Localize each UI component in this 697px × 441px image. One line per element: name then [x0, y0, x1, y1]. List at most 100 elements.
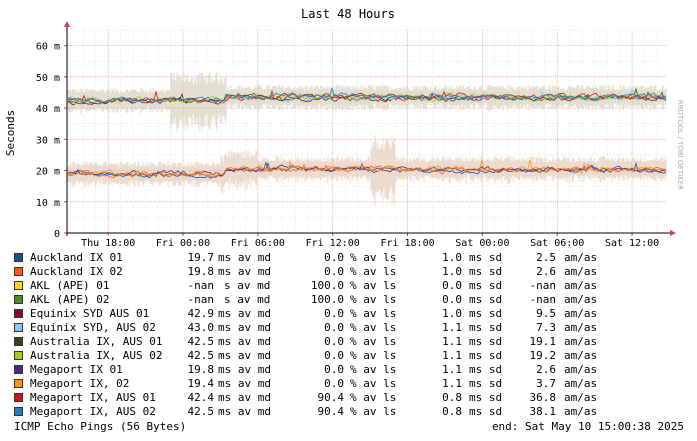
legend-swatch — [14, 323, 23, 332]
rrdtool-credit-text: RRDTOOL / TOBI OETIKER — [676, 99, 684, 191]
legend-median-unit: ms av md — [218, 307, 271, 320]
legend-median: 19.4 — [187, 377, 215, 390]
legend-swatch — [14, 309, 23, 318]
x-tick-label: Sat 00:00 — [455, 238, 509, 249]
legend-loss-unit: % av ls — [350, 251, 397, 264]
legend-loss: 100.0 — [310, 279, 344, 292]
legend-median: -nan — [187, 293, 215, 306]
x-tick-label: Thu 18:00 — [81, 238, 135, 249]
legend-loss: 0.0 — [324, 377, 344, 390]
legend-median: 42.5 — [187, 349, 215, 362]
legend-median: 43.0 — [187, 321, 215, 334]
legend-stddev: 1.1 — [442, 363, 462, 376]
legend-median: 42.5 — [187, 335, 215, 348]
legend-am-unit: am/as — [564, 405, 598, 418]
legend-loss-unit: % av ls — [350, 349, 397, 362]
legend-stddev-unit: ms sd — [469, 293, 503, 306]
legend-am: 7.3 — [536, 321, 556, 334]
x-tick-label: Sat 06:00 — [530, 238, 584, 249]
legend-swatch — [14, 253, 23, 262]
legend-median-unit: ms av md — [218, 265, 271, 278]
legend-series-name: AKL (APE) 01 — [30, 279, 110, 292]
legend-median-unit: ms av md — [218, 391, 271, 404]
y-tick-labels: 0 10 m 20 m 30 m 40 m 50 m 60 m — [36, 42, 60, 240]
legend-swatch — [14, 393, 23, 402]
legend-stddev: 1.1 — [442, 321, 462, 334]
legend-am-unit: am/as — [564, 363, 598, 376]
legend-am-unit: am/as — [564, 349, 598, 362]
legend-series-name: Equinix SYD, AUS 02 — [30, 321, 156, 334]
legend-median-unit: ms av md — [218, 363, 271, 376]
legend-stddev-unit: ms sd — [469, 335, 503, 348]
legend-loss: 0.0 — [324, 307, 344, 320]
legend-stddev-unit: ms sd — [469, 279, 503, 292]
legend-loss: 0.0 — [324, 251, 344, 264]
legend-stddev-unit: ms sd — [469, 321, 503, 334]
y-tick-label: 10 m — [36, 198, 60, 209]
legend-median-unit: ms av md — [218, 321, 271, 334]
legend-loss: 0.0 — [324, 321, 344, 334]
legend-am-unit: am/as — [564, 335, 598, 348]
legend-loss-unit: % av ls — [350, 321, 397, 334]
legend-swatch — [14, 281, 23, 290]
legend-stddev-unit: ms sd — [469, 265, 503, 278]
legend-am: 38.1 — [529, 405, 557, 418]
legend-series-name: AKL (APE) 02 — [30, 293, 110, 306]
legend-median: 19.8 — [187, 265, 215, 278]
legend: Auckland IX 01 19.7 ms av md 0.0% av ls 1.0 m… — [14, 251, 684, 419]
legend-am-unit: am/as — [564, 251, 598, 264]
x-axis-arrow — [670, 230, 676, 236]
legend-am: 2.6 — [536, 363, 556, 376]
legend-am: 3.7 — [536, 377, 556, 390]
legend-am-unit: am/as — [564, 391, 598, 404]
legend-median-unit: ms av md — [218, 377, 271, 390]
legend-median-unit: s av md — [224, 279, 271, 292]
legend-loss: 100.0 — [310, 293, 344, 306]
x-tick-label: Fri 12:00 — [306, 238, 360, 249]
legend-series-name: Auckland IX 02 — [30, 265, 123, 278]
legend-loss: 90.4 — [317, 405, 345, 418]
legend-stddev: 1.1 — [442, 349, 462, 362]
legend-stddev-unit: ms sd — [469, 349, 503, 362]
legend-row: Auckland IX 02 19.8 ms av md 0.0 % av ls 1.0 m… — [14, 265, 684, 279]
legend-stddev: 1.1 — [442, 335, 462, 348]
legend-row: Australia IX, AUS 01 42.5 ms av md 0.0 % av … — [14, 335, 684, 349]
legend-stddev: 0.0 — [442, 279, 462, 292]
x-tick-label: Sat 12:00 — [605, 238, 659, 249]
y-tick-label: 60 m — [36, 42, 60, 53]
legend-swatch — [14, 295, 23, 304]
y-tick-label: 0 — [54, 229, 60, 240]
series-line — [67, 87, 667, 103]
legend-series-name: Megaport IX 01 — [30, 363, 123, 376]
legend-loss-unit: % av ls — [350, 377, 397, 390]
legend-row: Megaport IX, AUS 02 42.5 ms av md 90.4 % av … — [14, 405, 684, 419]
legend-stddev: 1.1 — [442, 377, 462, 390]
legend-series-name: Megaport IX, AUS 01 — [30, 391, 156, 404]
legend-series-name: Equinix SYD AUS 01 — [30, 307, 150, 320]
y-tick-label: 30 m — [36, 135, 60, 146]
legend-median-unit: ms av md — [218, 405, 271, 418]
legend-stddev: 0.0 — [442, 293, 462, 306]
legend-median: -nan — [187, 279, 215, 292]
legend-row: Megaport IX, AUS 01 42.4 ms av md 90.4 % av … — [14, 391, 684, 405]
footer-end-time: end: Sat May 10 15:00:38 2025 — [491, 420, 684, 433]
legend-am: 19.1 — [529, 335, 557, 348]
series-line — [67, 162, 667, 177]
x-tick-labels: Thu 18:00 Fri 00:00 Fri 06:00 Fri 12:00 Fri … — [81, 238, 659, 249]
legend-series-name: Auckland IX 01 — [30, 251, 123, 264]
legend-series-name: Megaport IX, 02 — [30, 377, 130, 390]
axes — [64, 21, 676, 236]
y-tick-label: 20 m — [36, 167, 60, 178]
legend-series-name: Australia IX, AUS 02 — [30, 349, 163, 362]
legend-row: Equinix SYD AUS 01 42.9 ms av md 0.0 % av ls… — [14, 307, 684, 321]
legend-am: 19.2 — [529, 349, 557, 362]
legend-loss-unit: % av ls — [350, 279, 397, 292]
legend-am: 36.8 — [529, 391, 557, 404]
legend-row: AKL (APE) 02 -nan s av md 100.0 % av ls 0.0 ms… — [14, 293, 684, 307]
legend-am: 9.5 — [536, 307, 556, 320]
legend-loss-unit: % av ls — [350, 265, 397, 278]
legend-swatch — [14, 379, 23, 388]
legend-am-unit: am/as — [564, 265, 598, 278]
chart-title: Last 48 Hours — [301, 7, 395, 21]
legend-median-unit: ms av md — [218, 251, 271, 264]
